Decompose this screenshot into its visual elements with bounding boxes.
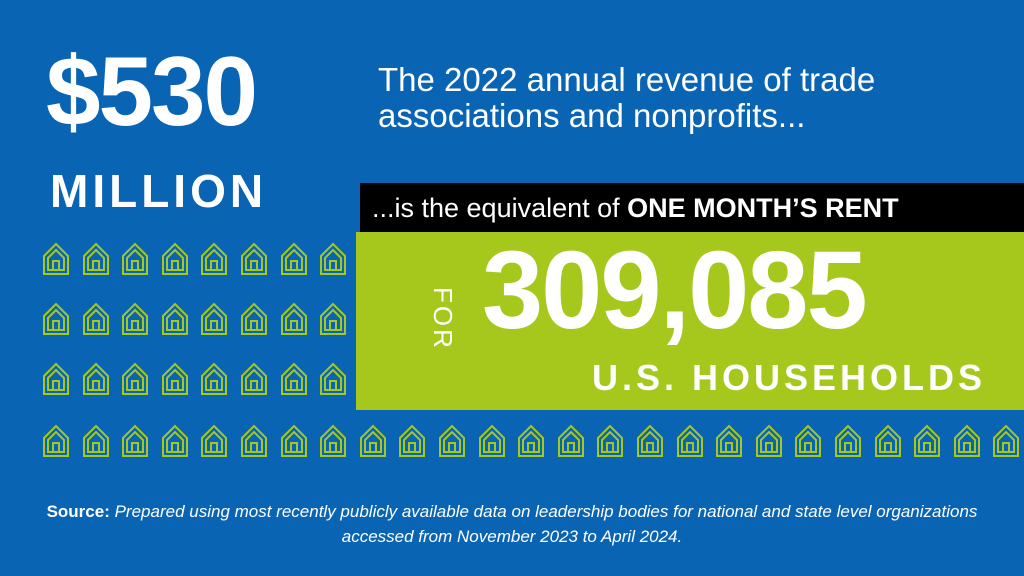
for-label: FOR bbox=[428, 268, 458, 378]
house-icon bbox=[992, 424, 1020, 458]
house-icon bbox=[82, 424, 110, 458]
revenue-unit: MILLION bbox=[50, 165, 268, 217]
house-icon bbox=[161, 302, 189, 336]
equivalence-bar bbox=[360, 183, 1024, 233]
house-icon bbox=[200, 242, 228, 276]
house-icon bbox=[398, 424, 426, 458]
house-icon bbox=[280, 242, 308, 276]
house-icon bbox=[953, 424, 981, 458]
house-icon bbox=[319, 302, 347, 336]
house-icon bbox=[359, 424, 387, 458]
house-icon bbox=[200, 362, 228, 396]
house-icon bbox=[280, 302, 308, 336]
revenue-amount: $530 bbox=[46, 36, 258, 146]
house-icon bbox=[478, 424, 506, 458]
house-icon bbox=[42, 362, 70, 396]
house-icon bbox=[715, 424, 743, 458]
equivalence-lead: ...is the equivalent of bbox=[372, 193, 628, 223]
house-icon bbox=[319, 242, 347, 276]
house-icon bbox=[82, 362, 110, 396]
house-icon bbox=[557, 424, 585, 458]
count-panel bbox=[356, 232, 1024, 410]
house-icon bbox=[438, 424, 466, 458]
house-icon bbox=[676, 424, 704, 458]
household-unit: U.S. HOUSEHOLDS bbox=[592, 357, 987, 398]
house-icon bbox=[794, 424, 822, 458]
house-icon bbox=[82, 242, 110, 276]
house-icon bbox=[42, 302, 70, 336]
source-note: Source: Prepared using most recently pub… bbox=[20, 500, 1004, 549]
source-label: Source: bbox=[46, 502, 110, 521]
house-icon bbox=[755, 424, 783, 458]
house-icon bbox=[161, 424, 189, 458]
house-icon bbox=[240, 242, 268, 276]
house-icon bbox=[161, 242, 189, 276]
house-icon bbox=[240, 302, 268, 336]
house-icon bbox=[596, 424, 624, 458]
house-icon bbox=[42, 242, 70, 276]
headline-text: The 2022 annual revenue of trade associa… bbox=[378, 61, 876, 135]
house-icon bbox=[874, 424, 902, 458]
equivalence-emphasis: ONE MONTH’S RENT bbox=[627, 193, 899, 223]
house-icon bbox=[121, 242, 149, 276]
house-icon bbox=[121, 302, 149, 336]
house-icon bbox=[517, 424, 545, 458]
for-label-text: FOR bbox=[428, 287, 458, 351]
house-icon bbox=[319, 362, 347, 396]
source-text: Prepared using most recently publicly av… bbox=[109, 502, 978, 546]
house-icon bbox=[42, 424, 70, 458]
house-icon bbox=[121, 424, 149, 458]
house-icon bbox=[240, 362, 268, 396]
house-icon bbox=[280, 424, 308, 458]
house-icon bbox=[200, 302, 228, 336]
house-icon bbox=[913, 424, 941, 458]
house-icon bbox=[834, 424, 862, 458]
household-count: 309,085 bbox=[482, 229, 868, 352]
house-icon bbox=[280, 362, 308, 396]
house-icon bbox=[161, 362, 189, 396]
house-icon bbox=[636, 424, 664, 458]
house-icon bbox=[200, 424, 228, 458]
equivalence-text: ...is the equivalent of ONE MONTH’S RENT bbox=[372, 192, 899, 224]
house-icon bbox=[240, 424, 268, 458]
house-icon bbox=[121, 362, 149, 396]
house-icon bbox=[82, 302, 110, 336]
house-icon bbox=[319, 424, 347, 458]
